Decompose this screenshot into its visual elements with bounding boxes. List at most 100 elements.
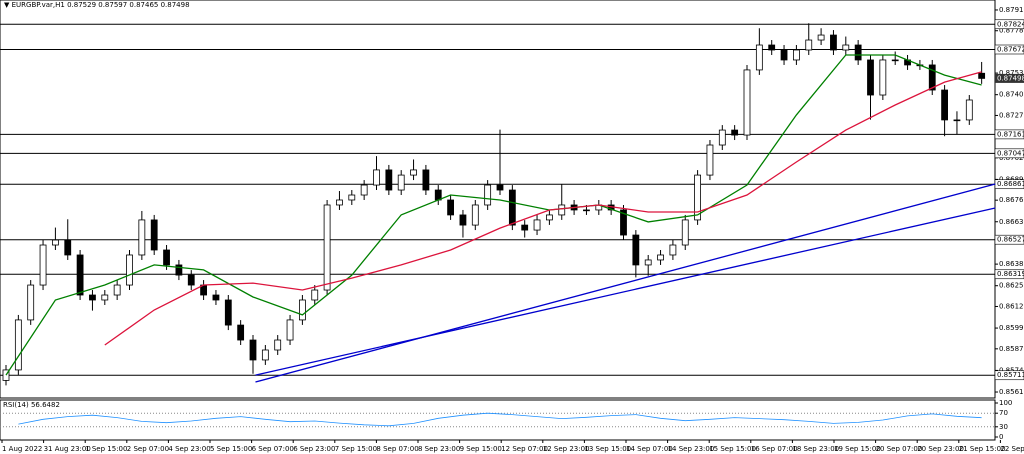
candle-body — [533, 219, 541, 231]
candle-body — [471, 204, 479, 226]
main-panel — [0, 0, 996, 399]
level-label-box — [994, 148, 1024, 159]
y-tick-label: 0.87275 — [999, 111, 1024, 119]
x-tick-label: 19 Sep 15:00 — [834, 445, 881, 453]
y-tick-label: 0.85995 — [999, 324, 1024, 332]
candle-body — [768, 44, 776, 51]
candle-body — [805, 39, 813, 51]
candle-body — [336, 199, 343, 206]
level-label-box — [994, 129, 1024, 140]
candle-body — [52, 239, 59, 246]
level-label-box — [994, 19, 1024, 30]
candle-body — [212, 294, 220, 301]
candle-body — [817, 34, 825, 41]
candle-body — [89, 294, 96, 301]
candle-body — [965, 99, 973, 121]
x-tick-label: 13 Sep 15:00 — [584, 445, 631, 453]
candle-body — [508, 189, 516, 226]
level-label-box — [994, 370, 1024, 381]
x-tick-label: 16 Sep 07:00 — [751, 445, 798, 453]
rsi-tick-label: 30 — [999, 423, 1008, 431]
trendline — [255, 183, 996, 383]
candle-body — [298, 299, 306, 321]
level-label: 0.87047 — [997, 149, 1024, 157]
candle-body — [632, 234, 640, 266]
candle-body — [447, 199, 455, 216]
candle-body — [731, 129, 739, 136]
candle-body — [323, 204, 331, 291]
x-tick-label: 18 Sep 23:00 — [792, 445, 839, 453]
candle-body — [138, 219, 146, 256]
x-tick-label: 1 Sep 15:00 — [85, 445, 127, 453]
chart-title: ▼ EURGBP.var,H1 0.87529 0.87597 0.87465 … — [4, 1, 190, 9]
candle-body — [706, 144, 714, 176]
candle-body — [620, 209, 627, 236]
candle-body — [249, 339, 257, 361]
y-tick-label: 0.86125 — [999, 302, 1024, 310]
x-tick-label: 1 Aug 2022 — [2, 445, 42, 453]
candle-body — [113, 284, 121, 296]
candle-body — [39, 244, 47, 286]
candle-body — [286, 319, 294, 341]
candle-body — [546, 214, 553, 221]
candle-body — [867, 59, 874, 96]
moving-average — [104, 71, 982, 346]
candle-body — [261, 349, 269, 361]
x-tick-label: 8 Sep 07:00 — [376, 445, 418, 453]
candle-body — [558, 204, 566, 216]
x-tick-label: 9 Sep 15:00 — [460, 445, 502, 453]
candle-body — [521, 224, 529, 231]
level-label-box — [994, 44, 1024, 55]
x-tick-label: 4 Sep 23:00 — [168, 445, 210, 453]
x-tick-label: 20 Sep 23:00 — [917, 445, 964, 453]
candle-body — [978, 72, 986, 79]
candle-body — [2, 369, 10, 381]
candle-body — [126, 254, 133, 286]
candle-body — [496, 184, 504, 191]
candle-body — [410, 169, 417, 176]
x-tick-label: 20 Sep 07:00 — [876, 445, 923, 453]
level-label: 0.86319 — [997, 270, 1024, 278]
x-tick-label: 14 Sep 07:00 — [626, 445, 673, 453]
candle-body — [830, 34, 837, 51]
level-label-box — [994, 269, 1024, 280]
x-tick-label: 22 Sep 07:00 — [1000, 445, 1024, 453]
rsi-panel — [0, 399, 996, 441]
x-tick-label: 5 Sep 15:00 — [210, 445, 252, 453]
candle-body — [793, 49, 800, 61]
y-tick-label: 0.86765 — [999, 196, 1024, 204]
candle-body — [385, 169, 393, 191]
rsi-tick-label: 70 — [999, 409, 1008, 417]
candle-body — [163, 249, 170, 266]
candle-body — [718, 129, 726, 146]
candle-body — [459, 214, 467, 226]
level-label: 0.86527 — [997, 236, 1024, 244]
x-tick-label: 31 Aug 23:00 — [44, 445, 91, 453]
candle-body — [237, 324, 245, 341]
bid-label-box — [995, 73, 1024, 83]
x-tick-label: 6 Sep 23:00 — [293, 445, 335, 453]
candle-body — [373, 169, 380, 186]
candle-body — [397, 174, 405, 191]
level-label: 0.87161 — [997, 130, 1024, 138]
candle-body — [941, 89, 948, 121]
candle-body — [755, 44, 763, 71]
candle-body — [348, 194, 356, 201]
candle-body — [842, 44, 850, 51]
x-tick-label: 21 Sep 15:00 — [959, 445, 1006, 453]
candle-body — [27, 284, 35, 321]
level-label: 0.86861 — [997, 180, 1024, 188]
y-tick-label: 0.86635 — [999, 218, 1024, 226]
y-tick-label: 0.87785 — [999, 27, 1024, 35]
bid-label: 0.87498 — [997, 74, 1024, 82]
